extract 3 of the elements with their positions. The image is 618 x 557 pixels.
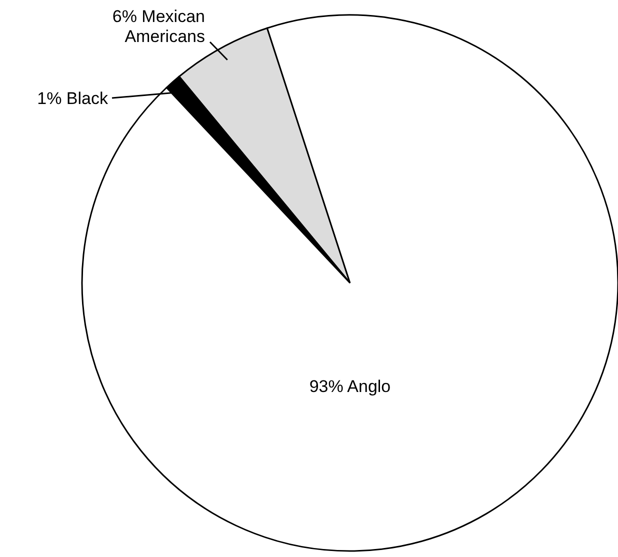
- slice-label: 1% Black: [37, 89, 108, 108]
- slice-label: 6% Mexican Americans: [112, 7, 205, 46]
- slice-label: 93% Anglo: [309, 377, 391, 396]
